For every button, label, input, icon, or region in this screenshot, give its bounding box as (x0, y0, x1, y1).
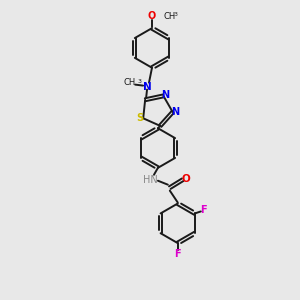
Text: O: O (148, 11, 156, 21)
Text: N: N (143, 82, 152, 92)
Text: N: N (161, 90, 169, 100)
Text: CH: CH (123, 78, 135, 87)
Text: S: S (137, 113, 144, 123)
Text: 3: 3 (137, 79, 141, 84)
Text: 3: 3 (174, 12, 178, 17)
Text: N: N (172, 107, 180, 117)
Text: O: O (181, 174, 190, 184)
Text: F: F (174, 249, 181, 259)
Text: HN: HN (142, 175, 158, 185)
Text: CH: CH (164, 12, 176, 21)
Text: F: F (200, 206, 207, 215)
